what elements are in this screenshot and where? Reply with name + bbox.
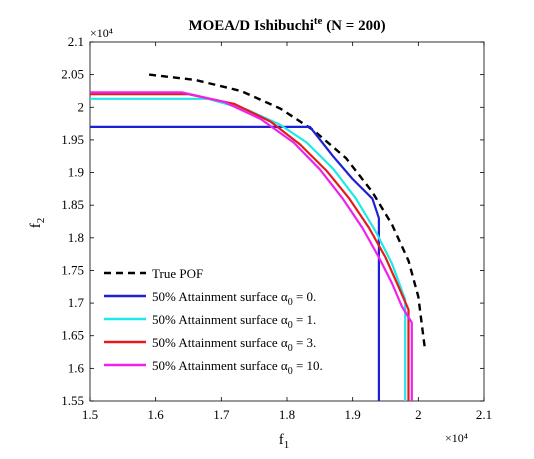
series-line-3 — [90, 93, 410, 401]
y-exponent-label: ×10⁴ — [90, 26, 113, 40]
y-tick-label: 2.05 — [61, 67, 84, 82]
x-tick-label: 1.6 — [148, 407, 165, 422]
y-tick-label: 1.6 — [68, 360, 85, 375]
legend-entry: 50% Attainment surface α0 = 0. — [152, 289, 316, 308]
chart-title: MOEA/D Ishibuchite (N = 200) — [188, 15, 385, 34]
y-axis-label: f2 — [28, 218, 47, 229]
x-tick-label: 1.5 — [82, 407, 98, 422]
y-tick-label: 1.55 — [61, 393, 84, 408]
y-tick-label: 1.95 — [61, 132, 84, 147]
y-tick-label: 1.65 — [61, 328, 84, 343]
series-layer — [90, 73, 427, 401]
y-tick-label: 1.75 — [61, 262, 84, 277]
x-tick-label: 1.8 — [279, 407, 295, 422]
x-axis-label: f1 — [279, 432, 290, 451]
x-exponent-label: ×10⁴ — [445, 431, 468, 445]
series-line-2 — [90, 97, 407, 401]
legend-entry: 50% Attainment surface α0 = 10. — [152, 358, 323, 377]
series-line-4 — [90, 91, 413, 401]
y-tick-label: 1.85 — [61, 197, 84, 212]
x-tick-label: 2.1 — [476, 407, 492, 422]
legend-entry: 50% Attainment surface α0 = 3. — [152, 335, 316, 354]
axis-ticks: 1.5 1.6 1.7 1.8 1.9 2 2.1 1.55 1.6 1.65 1.7 1.75 1.8… — [61, 34, 492, 422]
x-tick-label: 1.9 — [345, 407, 361, 422]
y-tick-label: 1.8 — [68, 230, 84, 245]
y-tick-label: 2.1 — [68, 34, 84, 49]
y-tick-label: 1.7 — [68, 295, 85, 310]
legend-entry: 50% Attainment surface α0 = 1. — [152, 312, 316, 331]
legend-entry: True POF — [152, 266, 203, 281]
y-tick-label: 1.9 — [68, 165, 84, 180]
x-tick-label: 1.7 — [213, 407, 230, 422]
legend: True POF 50% Attainment surface α0 = 0. 50… — [104, 266, 323, 377]
series-line-1 — [90, 125, 380, 401]
series-line-0 — [148, 73, 427, 349]
y-tick-label: 2 — [78, 99, 85, 114]
x-tick-label: 2 — [415, 407, 422, 422]
